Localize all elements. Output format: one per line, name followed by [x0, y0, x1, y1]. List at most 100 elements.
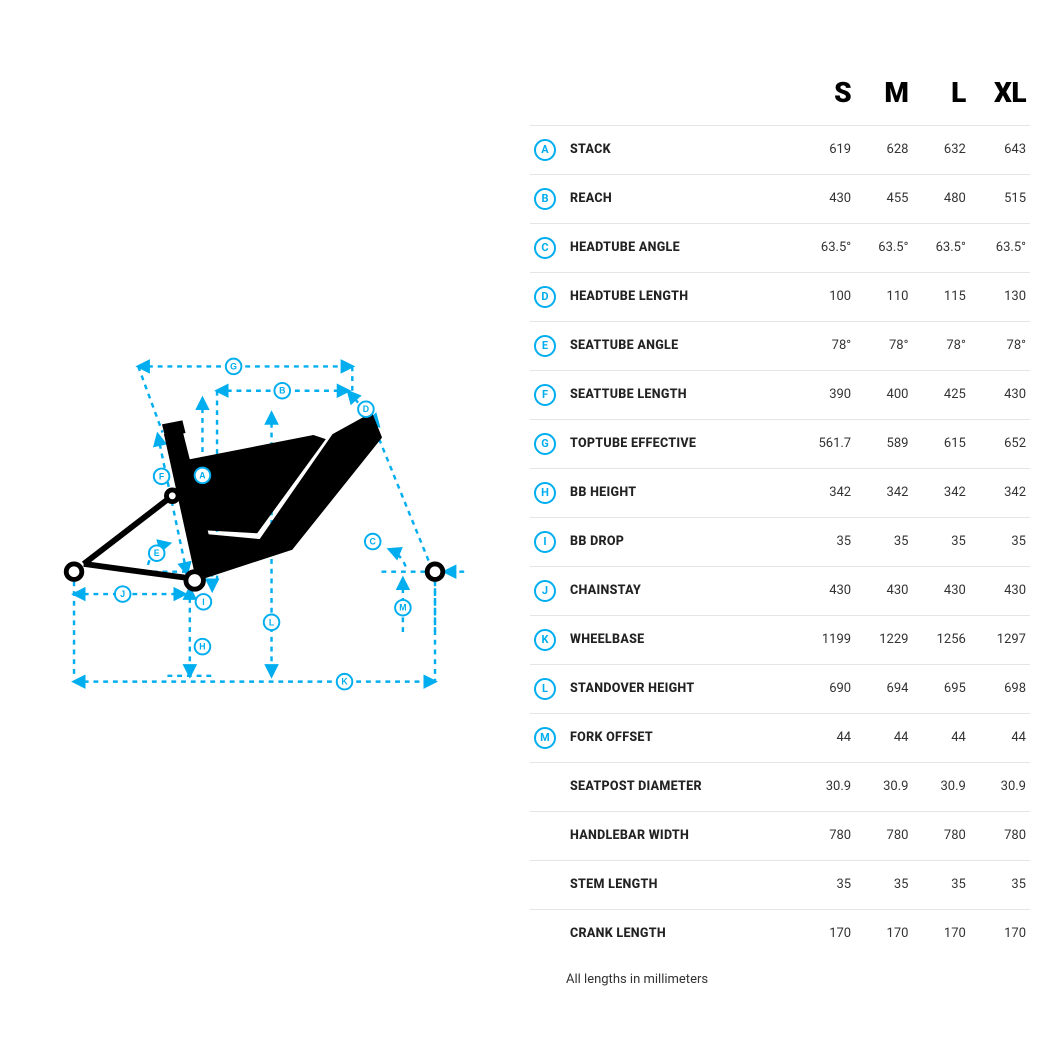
dimension-value: 170 — [970, 909, 1030, 958]
dimension-value: 35 — [912, 860, 969, 909]
table-row: ESEATTUBE ANGLE78°78°78°78° — [530, 321, 1030, 370]
dimension-value: 425 — [912, 370, 969, 419]
dimension-value: 480 — [912, 174, 969, 223]
dimension-value: 455 — [855, 174, 912, 223]
dimension-label: SEATTUBE LENGTH — [570, 387, 687, 402]
dimension-value: 430 — [970, 566, 1030, 615]
dimension-badge: J — [534, 580, 556, 602]
dimension-value: 615 — [912, 419, 969, 468]
table-row: FSEATTUBE LENGTH390400425430 — [530, 370, 1030, 419]
dimension-value: 430 — [855, 566, 912, 615]
dimension-label: HEADTUBE ANGLE — [570, 240, 680, 255]
dimension-value: 632 — [912, 125, 969, 174]
dimension-badge: D — [534, 286, 556, 308]
dimension-value: 115 — [912, 272, 969, 321]
dimension-value: 400 — [855, 370, 912, 419]
size-col-s: S — [794, 64, 855, 126]
dimension-badge: B — [534, 188, 556, 210]
size-col-l: L — [912, 64, 969, 126]
table-row: HANDLEBAR WIDTH780780780780 — [530, 811, 1030, 860]
dimension-value: 35 — [970, 860, 1030, 909]
dimension-label: WHEELBASE — [570, 632, 644, 647]
svg-text:L: L — [269, 617, 275, 627]
dimension-label: TOPTUBE EFFECTIVE — [570, 436, 696, 451]
dimension-value: 170 — [794, 909, 855, 958]
dimension-value: 430 — [970, 370, 1030, 419]
dimension-label: SEATPOST DIAMETER — [570, 779, 702, 794]
dimension-label: HEADTUBE LENGTH — [570, 289, 688, 304]
svg-text:A: A — [199, 470, 206, 480]
dimension-badge: E — [534, 335, 556, 357]
svg-text:E: E — [154, 548, 160, 558]
dimension-value: 44 — [794, 713, 855, 762]
dimension-value: 44 — [855, 713, 912, 762]
dimension-value: 30.9 — [794, 762, 855, 811]
dimension-value: 698 — [970, 664, 1030, 713]
dimension-value: 1297 — [970, 615, 1030, 664]
dimension-badge: A — [534, 139, 556, 161]
dimension-value: 78° — [855, 321, 912, 370]
dimension-value: 63.5° — [855, 223, 912, 272]
svg-text:C: C — [370, 537, 377, 547]
table-row: HBB HEIGHT342342342342 — [530, 468, 1030, 517]
table-row: D HEADTUBE LENGTH 100110115130 — [530, 272, 1030, 321]
dimension-value: 110 — [855, 272, 912, 321]
geometry-diagram: ABCDEFGHIJKLM — [20, 345, 490, 705]
table-row: SEATPOST DIAMETER30.930.930.930.9 — [530, 762, 1030, 811]
dimension-value: 780 — [970, 811, 1030, 860]
dimension-value: 130 — [970, 272, 1030, 321]
table-row: JCHAINSTAY430430430430 — [530, 566, 1030, 615]
dimension-value: 100 — [794, 272, 855, 321]
svg-text:M: M — [399, 603, 406, 613]
dimension-label: REACH — [570, 191, 612, 206]
dimension-value: 690 — [794, 664, 855, 713]
table-row: IBB DROP35353535 — [530, 517, 1030, 566]
dimension-value: 390 — [794, 370, 855, 419]
dimension-label: STANDOVER HEIGHT — [570, 681, 694, 696]
svg-text:J: J — [120, 589, 125, 599]
dimension-value: 780 — [794, 811, 855, 860]
dimension-value: 430 — [912, 566, 969, 615]
svg-text:D: D — [363, 404, 369, 414]
dimension-value: 35 — [794, 517, 855, 566]
dimension-value: 430 — [794, 566, 855, 615]
dimension-value: 694 — [855, 664, 912, 713]
dimension-value: 515 — [970, 174, 1030, 223]
dimension-value: 35 — [855, 517, 912, 566]
dimension-value: 619 — [794, 125, 855, 174]
dimension-badge: G — [534, 433, 556, 455]
dimension-value: 63.5° — [794, 223, 855, 272]
dimension-label: SEATTUBE ANGLE — [570, 338, 678, 353]
dimension-label: FORK OFFSET — [570, 730, 653, 745]
dimension-value: 342 — [970, 468, 1030, 517]
dimension-value: 35 — [855, 860, 912, 909]
dimension-value: 44 — [912, 713, 969, 762]
dimension-label: CRANK LENGTH — [570, 926, 666, 941]
svg-text:G: G — [230, 361, 237, 371]
dimension-label: STEM LENGTH — [570, 877, 658, 892]
dimension-label: BB HEIGHT — [570, 485, 636, 500]
dimension-badge: H — [534, 482, 556, 504]
dimension-value: 35 — [912, 517, 969, 566]
dimension-value: 1256 — [912, 615, 969, 664]
dimension-value: 342 — [855, 468, 912, 517]
table-row: CHEADTUBE ANGLE63.5°63.5°63.5°63.5° — [530, 223, 1030, 272]
dimension-badge: I — [534, 531, 556, 553]
size-col-xl: XL — [970, 64, 1030, 126]
dimension-value: 78° — [912, 321, 969, 370]
svg-text:F: F — [159, 471, 165, 481]
dimension-label: BB DROP — [570, 534, 624, 549]
dimension-value: 78° — [970, 321, 1030, 370]
size-header-row: S M L XL — [530, 64, 1030, 126]
dimension-badge: C — [534, 237, 556, 259]
dimension-value: 342 — [912, 468, 969, 517]
page-container: ABCDEFGHIJKLM S M L XL ASTACK61962863264… — [20, 64, 1030, 987]
dimension-value: 170 — [912, 909, 969, 958]
dimension-value: 780 — [912, 811, 969, 860]
geometry-table: S M L XL ASTACK619628632643BREACH4304554… — [530, 64, 1030, 958]
table-row: STEM LENGTH35353535 — [530, 860, 1030, 909]
dimension-value: 1229 — [855, 615, 912, 664]
dimension-value: 30.9 — [970, 762, 1030, 811]
dimension-value: 780 — [855, 811, 912, 860]
dimension-value: 695 — [912, 664, 969, 713]
